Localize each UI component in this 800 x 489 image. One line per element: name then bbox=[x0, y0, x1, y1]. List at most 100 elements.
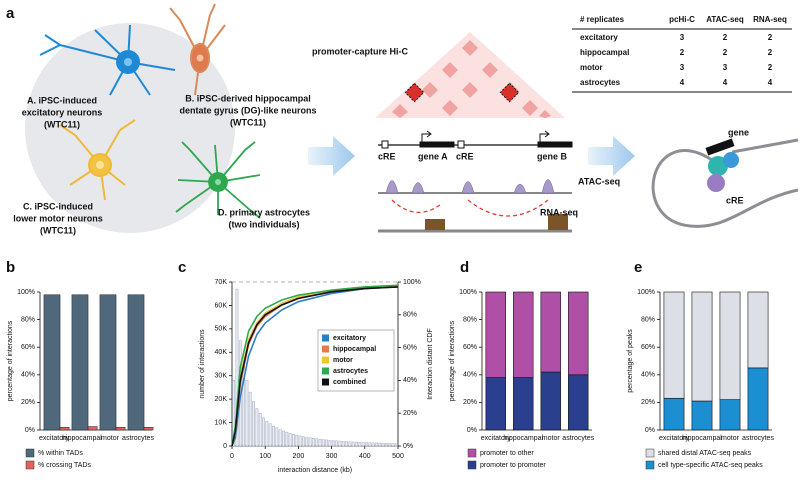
arrow bbox=[588, 136, 635, 176]
histogram-bar bbox=[384, 443, 388, 447]
y-tick-label: 40K bbox=[215, 349, 228, 356]
replicate-table: # replicates pcHi-C ATAC-seq RNA-seq bbox=[572, 15, 792, 93]
histogram-bar bbox=[338, 440, 342, 447]
y-tick-label: 60% bbox=[403, 344, 417, 351]
bar bbox=[513, 377, 534, 431]
y-tick-label: 0% bbox=[467, 427, 477, 434]
bar bbox=[43, 294, 61, 431]
y-tick-label: 20% bbox=[463, 399, 477, 406]
track-label: gene A bbox=[418, 151, 448, 161]
x-tick-label: motor bbox=[101, 435, 120, 442]
table-header: RNA-seq bbox=[753, 15, 787, 24]
bar bbox=[540, 291, 561, 373]
x-tick-label: hippocampal bbox=[503, 435, 543, 442]
bar bbox=[143, 426, 154, 431]
table-cell: 4 bbox=[723, 78, 728, 87]
panel-label: e bbox=[634, 259, 642, 276]
bar bbox=[513, 291, 534, 378]
table-cell: 3 bbox=[680, 33, 685, 42]
legend-label: % crossing TADs bbox=[38, 462, 92, 469]
bar bbox=[691, 400, 713, 431]
bar bbox=[747, 367, 769, 431]
bar bbox=[719, 291, 741, 400]
caption-line: B. iPSC-derived hippocampal bbox=[185, 93, 311, 103]
histogram-bar bbox=[394, 443, 398, 447]
table-cell: 3 bbox=[680, 63, 685, 72]
y-tick-label: 80% bbox=[463, 316, 477, 323]
y-tick-label: 0% bbox=[645, 427, 655, 434]
table-cell: 2 bbox=[768, 33, 773, 42]
gene-track bbox=[378, 130, 573, 149]
x-tick-label: excitatory bbox=[481, 435, 511, 442]
y-tick-label: 60% bbox=[463, 344, 477, 351]
y-tick-label: 40% bbox=[403, 377, 417, 384]
histogram-bar bbox=[305, 437, 309, 447]
bar bbox=[663, 291, 685, 399]
axis-title: number of interactions bbox=[199, 329, 206, 399]
histogram-bar bbox=[328, 440, 332, 447]
panel-label: a bbox=[6, 5, 15, 22]
legend-label: astrocytes bbox=[333, 368, 368, 375]
x-tick-label: hippocampal bbox=[62, 435, 102, 442]
histogram-bar bbox=[368, 442, 372, 447]
table-header: # replicates bbox=[580, 15, 625, 24]
x-tick-label: excitatory bbox=[39, 435, 69, 442]
cdf-line bbox=[231, 286, 399, 447]
y-tick-label: 50K bbox=[215, 326, 228, 333]
y-tick-label: 60K bbox=[215, 302, 228, 309]
y-tick-label: 20% bbox=[403, 410, 417, 417]
histogram-bar bbox=[258, 412, 262, 447]
legend-swatch bbox=[322, 367, 329, 375]
histogram-bar bbox=[308, 437, 312, 447]
axis-title: percentage of interactions bbox=[449, 320, 456, 401]
bar bbox=[59, 426, 70, 431]
table-cell: 2 bbox=[723, 33, 728, 42]
table-cell: hippocampal bbox=[580, 48, 629, 57]
histogram-bar bbox=[378, 442, 382, 447]
histogram-bar bbox=[321, 439, 325, 447]
bar bbox=[568, 291, 589, 376]
legend-label: hippocampal bbox=[333, 346, 376, 353]
x-tick-label: astrocytes bbox=[742, 435, 774, 442]
x-tick-label: motor bbox=[542, 435, 561, 442]
loop-label: gene bbox=[728, 127, 749, 137]
y-tick-label: 0% bbox=[403, 443, 413, 450]
caption-line: A. iPSC-induced bbox=[27, 95, 97, 105]
legend-label: promoter to promoter bbox=[480, 462, 546, 469]
y-tick-label: 60% bbox=[641, 344, 655, 351]
histogram-bar bbox=[255, 408, 259, 447]
histogram-bar bbox=[318, 438, 322, 447]
y-tick-label: 100% bbox=[17, 289, 35, 296]
table-cell: 2 bbox=[723, 48, 728, 57]
table-cell: 2 bbox=[680, 48, 685, 57]
table-cell: 3 bbox=[723, 63, 728, 72]
x-tick-label: excitatory bbox=[659, 435, 689, 442]
bar bbox=[71, 294, 89, 431]
legend-swatch bbox=[467, 460, 477, 470]
neuron-hippocampal bbox=[169, 3, 226, 96]
arrow bbox=[308, 136, 355, 176]
neuron-motor bbox=[59, 119, 136, 201]
histogram-bar bbox=[232, 380, 236, 447]
histogram-bar bbox=[311, 438, 315, 447]
histogram-bar bbox=[388, 443, 392, 447]
histogram-bar bbox=[265, 421, 269, 447]
y-tick-label: 80% bbox=[21, 316, 35, 323]
legend-swatch bbox=[645, 460, 655, 470]
table-cell: excitatory bbox=[580, 33, 618, 42]
histogram-bar bbox=[262, 417, 265, 447]
table-header: pcHi-C bbox=[669, 15, 695, 24]
panel-label: d bbox=[460, 259, 469, 276]
histogram-bar bbox=[282, 430, 285, 447]
track-label: RNA-seq bbox=[540, 207, 578, 217]
table-cell: motor bbox=[580, 63, 603, 72]
y-tick-label: 40% bbox=[21, 372, 35, 379]
neuron-excitatory bbox=[39, 24, 176, 96]
y-tick-label: 80% bbox=[641, 316, 655, 323]
cdf-line bbox=[231, 284, 399, 447]
histogram-bar bbox=[278, 429, 282, 447]
loop bbox=[651, 138, 799, 228]
axis-title: percentage of interactions bbox=[7, 320, 14, 401]
panel-label: b bbox=[6, 259, 15, 276]
